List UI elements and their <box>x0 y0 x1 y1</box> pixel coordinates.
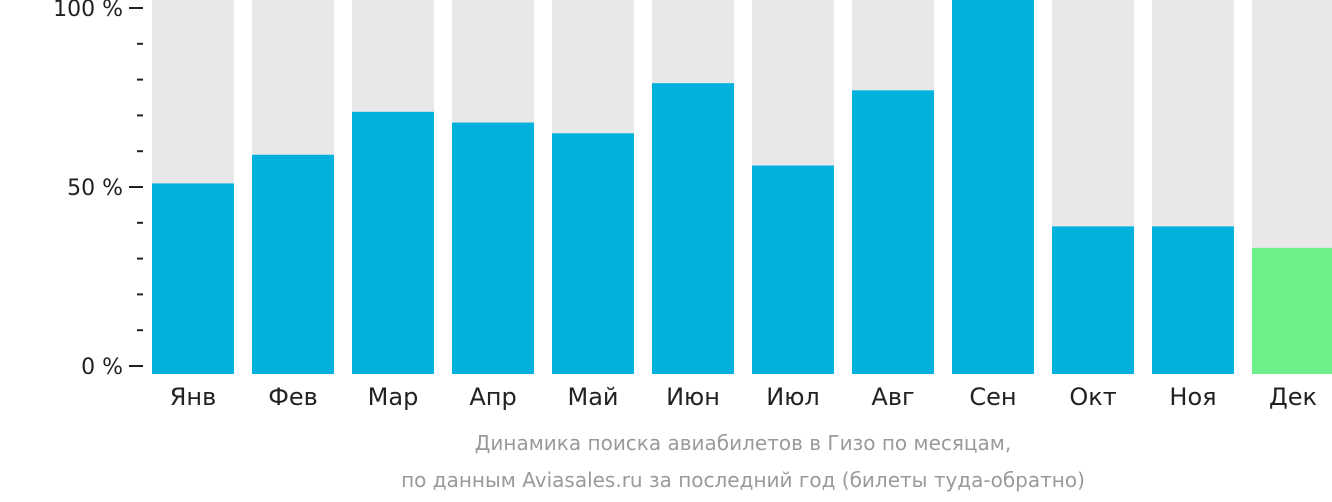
bars <box>152 0 1332 375</box>
x-tick-label: Апр <box>469 383 516 411</box>
x-tick-label: Авг <box>871 383 914 411</box>
bar-5 <box>552 133 634 374</box>
x-tick-label: Окт <box>1069 383 1116 411</box>
x-tick-label: Дек <box>1269 383 1317 411</box>
bar-6 <box>652 83 734 375</box>
bar-10 <box>1052 226 1134 374</box>
bar-9 <box>952 0 1034 374</box>
x-tick-label: Янв <box>170 383 217 411</box>
x-tick-label: Ноя <box>1169 383 1216 411</box>
bar-12 <box>1252 247 1332 374</box>
bar-8 <box>852 90 934 374</box>
x-tick-label: Июн <box>666 383 720 411</box>
bar-2 <box>252 154 334 374</box>
bar-1 <box>152 183 234 374</box>
y-tick-label: 100 % <box>53 0 123 22</box>
y-axis: 0 % 50 % 100 % <box>53 0 143 380</box>
x-axis-labels: Янв Фев Мар Апр Май Июн Июл Авг Сен Окт Ноя Дек <box>170 383 1317 411</box>
bar-3 <box>352 111 434 374</box>
x-tick-label: Май <box>567 383 618 411</box>
chart-subtitle: по данным Aviasales.ru за последний год … <box>401 468 1085 492</box>
y-tick-label: 0 % <box>81 355 123 380</box>
bar-4 <box>452 122 534 374</box>
bar-7 <box>752 165 834 374</box>
y-tick-label: 50 % <box>67 176 123 201</box>
chart-title: Динамика поиска авиабилетов в Гизо по ме… <box>474 431 1012 455</box>
bar-11 <box>1152 226 1234 374</box>
x-tick-label: Сен <box>969 383 1016 411</box>
x-tick-label: Июл <box>766 383 820 411</box>
x-tick-label: Мар <box>368 383 419 411</box>
x-tick-label: Фев <box>268 383 318 411</box>
